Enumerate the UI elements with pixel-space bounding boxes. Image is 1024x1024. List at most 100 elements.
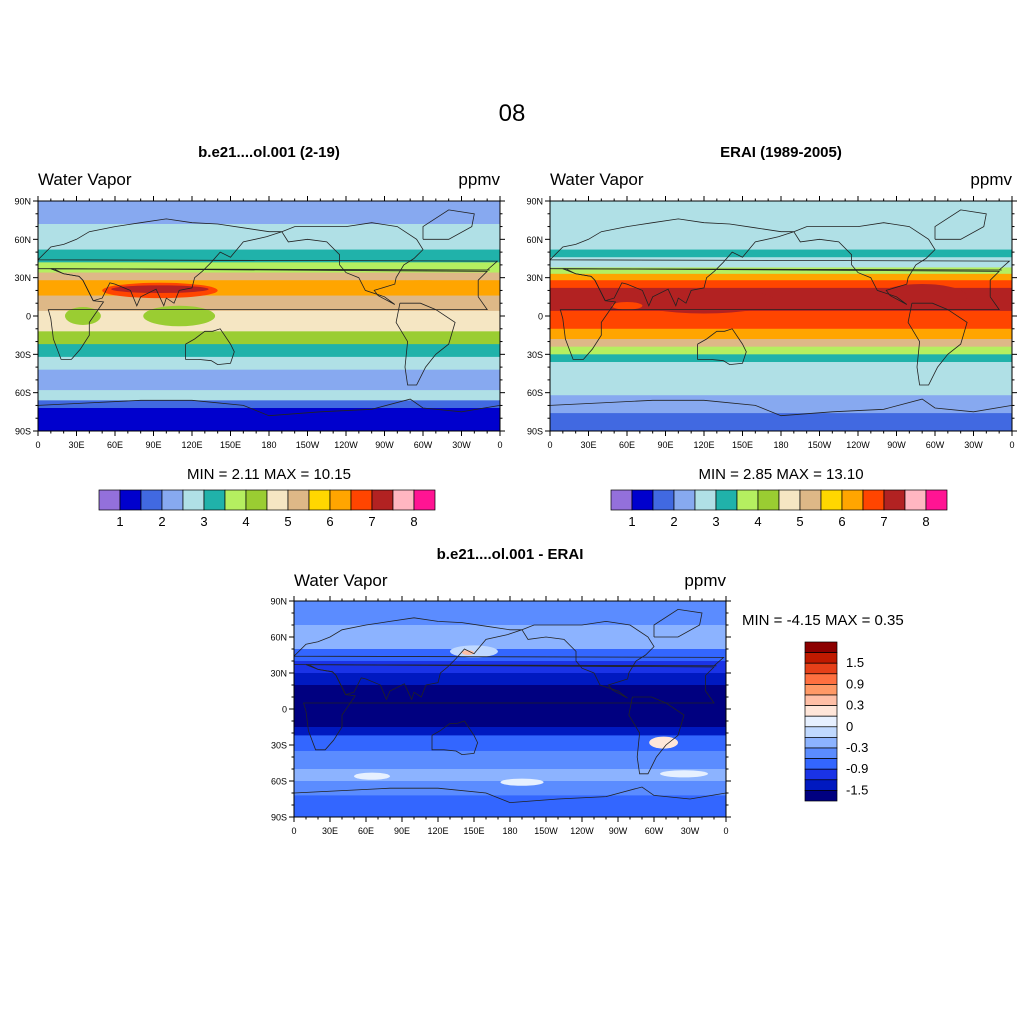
colorbar-box-8 xyxy=(266,489,289,511)
lon-tick-label-10: 60W xyxy=(414,440,433,450)
colorbar-box-8 xyxy=(804,726,838,738)
colorbar-box-12 xyxy=(862,489,885,511)
colorbar-box-9 xyxy=(804,737,838,749)
colorbar-label-5: 6 xyxy=(838,514,845,529)
colorbar-label-1: 0.9 xyxy=(846,676,864,691)
lat-tick-label-6: 90S xyxy=(15,427,31,437)
lat-tick-label-4: 30S xyxy=(271,741,287,751)
contour-blob-4 xyxy=(660,770,708,778)
lon-tick-label-2: 60E xyxy=(358,826,374,836)
colorbar-label-7: 8 xyxy=(922,514,929,529)
coastline-5 xyxy=(934,209,987,240)
contour-band-5 xyxy=(550,280,1012,289)
colorbar-label-1: 2 xyxy=(670,514,677,529)
lon-tick-label-12: 0 xyxy=(1009,440,1014,450)
contour-band-2 xyxy=(294,649,726,662)
colorbar-box-14 xyxy=(904,489,927,511)
lon-tick-label-8: 120W xyxy=(334,440,358,450)
map-field xyxy=(550,201,1012,431)
contour-blob-1 xyxy=(877,284,968,310)
contour-band-9 xyxy=(550,339,1012,348)
colorbar-box-13 xyxy=(883,489,906,511)
colorbar-box-5 xyxy=(804,694,838,706)
coastline-1 xyxy=(47,268,489,360)
lat-tick-label-3: 0 xyxy=(26,312,31,322)
colorbar-box-7 xyxy=(245,489,268,511)
colorbar-label-4: -0.3 xyxy=(846,740,868,755)
lon-tick-label-7: 150W xyxy=(534,826,558,836)
coastline-4 xyxy=(185,328,235,366)
colorbar-box-8 xyxy=(778,489,801,511)
lon-tick-label-0: 0 xyxy=(35,440,40,450)
lon-tick-label-5: 150E xyxy=(220,440,241,450)
lat-tick-label-1: 60N xyxy=(14,235,31,245)
lon-tick-label-7: 150W xyxy=(296,440,320,450)
colorbar-box-0 xyxy=(804,641,838,653)
contour-band-10 xyxy=(550,346,1012,355)
lat-tick-label-6: 90S xyxy=(271,813,287,823)
coastline-4 xyxy=(431,720,479,756)
colorbar-box-1 xyxy=(804,652,838,664)
colorbar-box-13 xyxy=(371,489,394,511)
lon-tick-label-3: 90E xyxy=(657,440,673,450)
panel1-colorbar: 1 2 3 4 5 6 7 8 xyxy=(98,489,436,529)
lon-tick-label-4: 120E xyxy=(181,440,202,450)
lon-tick-label-1: 30E xyxy=(68,440,84,450)
panel2-colorbar: 1 2 3 4 5 6 7 8 xyxy=(610,489,948,529)
contour-band-3 xyxy=(550,267,1012,275)
contour-blob-0 xyxy=(450,645,498,658)
colorbar-box-14 xyxy=(804,790,838,802)
panel3-units-label: ppmv xyxy=(684,571,726,590)
colorbar-box-4 xyxy=(804,684,838,696)
lat-tick-label-5: 60S xyxy=(15,388,31,398)
panel2-map: 90N 60N 30N 0 30S 60S 90S 0 30E 60E 90E 120E 150E 180… xyxy=(526,196,1017,450)
colorbar-box-11 xyxy=(329,489,352,511)
contour-band-14 xyxy=(550,413,1012,431)
contour-blob-3 xyxy=(500,778,544,786)
lat-tick-label-6: 90S xyxy=(527,427,543,437)
panel2-minmax: MIN = 2.85 MAX = 13.10 xyxy=(698,466,864,483)
contour-band-0 xyxy=(294,601,726,626)
contour-band-6 xyxy=(294,727,726,736)
contour-band-10 xyxy=(38,356,500,371)
contour-band-12 xyxy=(550,362,1012,396)
colorbar-box-7 xyxy=(804,715,838,728)
contour-blob-2 xyxy=(143,305,216,327)
contour-band-6 xyxy=(38,295,500,312)
colorbar-label-6: -1.5 xyxy=(846,782,868,797)
lon-tick-label-5: 150E xyxy=(732,440,753,450)
contour-band-7 xyxy=(550,310,1012,330)
lon-tick-label-0: 0 xyxy=(547,440,552,450)
lon-tick-label-11: 30W xyxy=(452,440,471,450)
panel3-title: b.e21....ol.001 - ERAI xyxy=(436,546,584,563)
lat-tick-label-2: 30N xyxy=(14,273,31,283)
contour-band-8 xyxy=(550,328,1012,340)
lon-tick-label-8: 120W xyxy=(846,440,870,450)
colorbar-box-10 xyxy=(308,489,331,511)
coastline-3 xyxy=(395,302,456,386)
colorbar-box-15 xyxy=(925,489,948,511)
colorbar-box-7 xyxy=(757,489,780,511)
contour-band-12 xyxy=(38,390,500,401)
lon-tick-label-10: 60W xyxy=(645,826,664,836)
colorbar-label-3: 0 xyxy=(846,719,853,734)
lon-tick-label-8: 120W xyxy=(570,826,594,836)
contour-blob-2 xyxy=(354,772,390,780)
panel1-units-label: ppmv xyxy=(458,170,500,189)
colorbar-box-10 xyxy=(820,489,843,511)
lon-tick-label-10: 60W xyxy=(926,440,945,450)
colorbar-box-6 xyxy=(804,705,838,717)
map-field xyxy=(294,601,726,817)
contour-band-14 xyxy=(38,408,500,431)
colorbar-label-5: -0.9 xyxy=(846,761,868,776)
contour-blob-1 xyxy=(649,736,678,749)
lon-tick-label-0: 0 xyxy=(291,826,296,836)
lon-tick-label-2: 60E xyxy=(107,440,123,450)
contour-band-13 xyxy=(38,400,500,409)
lon-tick-label-6: 180 xyxy=(773,440,788,450)
lon-tick-label-9: 90W xyxy=(375,440,394,450)
contour-band-11 xyxy=(550,354,1012,363)
panel3-colorbar: 1.5 0.9 0.3 0 -0.3 -0.9 -1.5 xyxy=(804,641,868,802)
contour-band-8 xyxy=(294,751,726,770)
contour-blob-4 xyxy=(64,307,101,325)
